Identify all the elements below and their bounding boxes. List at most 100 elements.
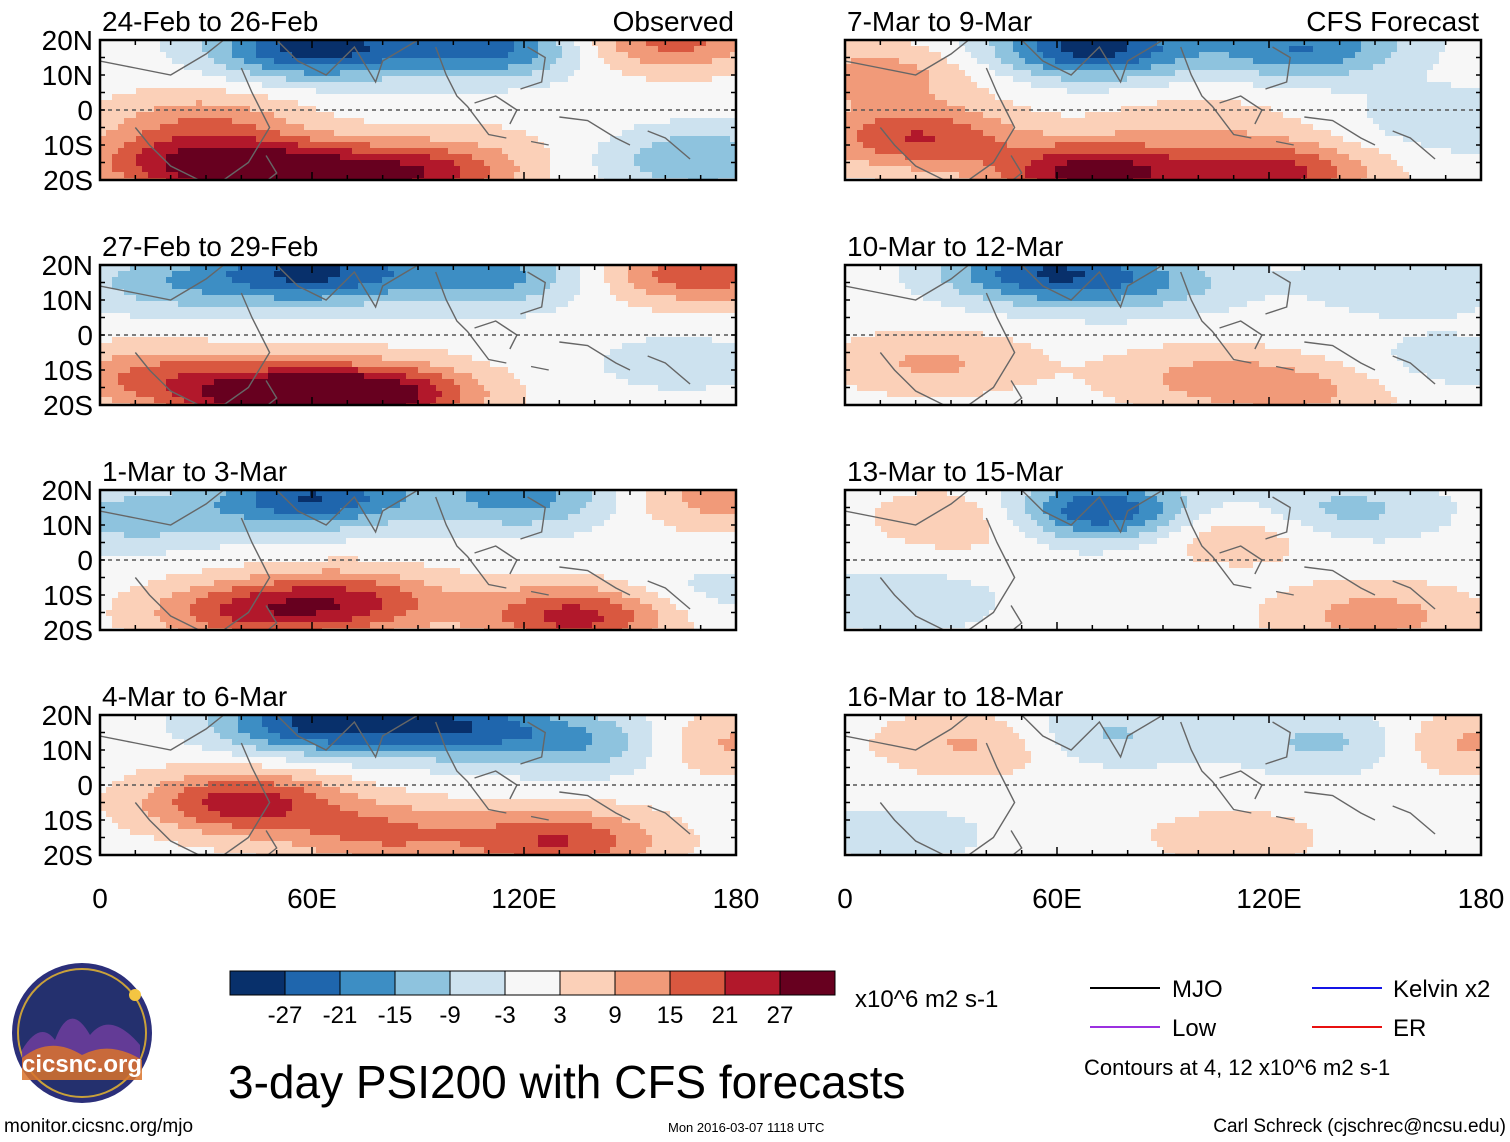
- heat-cell: [989, 148, 996, 155]
- heat-cell: [724, 52, 731, 59]
- heat-cell: [124, 130, 131, 137]
- heat-cell: [1283, 154, 1290, 161]
- heat-cell: [328, 154, 335, 161]
- heat-cell: [1403, 142, 1410, 149]
- heat-cell: [1217, 154, 1224, 161]
- heat-cell: [562, 112, 569, 119]
- heat-cell: [706, 118, 713, 125]
- heat-cell: [496, 142, 503, 149]
- heat-cell: [280, 58, 287, 65]
- heat-cell: [268, 70, 275, 77]
- heat-cell: [340, 82, 347, 89]
- heat-cell: [1109, 88, 1116, 95]
- heat-cell: [400, 82, 407, 89]
- heat-cell: [538, 172, 545, 179]
- heat-cell: [430, 52, 437, 59]
- heat-cell: [1067, 52, 1074, 59]
- heat-cell: [953, 106, 960, 113]
- heat-cell: [995, 100, 1002, 107]
- heat-cell: [1001, 160, 1008, 167]
- heat-cell: [484, 52, 491, 59]
- heat-cell: [406, 160, 413, 167]
- heat-cell: [172, 58, 179, 65]
- heat-cell: [1313, 40, 1320, 47]
- heat-cell: [706, 52, 713, 59]
- heat-cell: [1259, 94, 1266, 101]
- heat-cell: [646, 100, 653, 107]
- heat-cell: [142, 172, 149, 179]
- heat-cell: [875, 82, 882, 89]
- heat-cell: [658, 136, 665, 143]
- heat-cell: [316, 46, 323, 53]
- heat-cell: [298, 76, 305, 83]
- heat-cell: [100, 118, 107, 125]
- heat-cell: [616, 58, 623, 65]
- heat-cell: [400, 130, 407, 137]
- heat-cell: [1013, 94, 1020, 101]
- heat-cell: [430, 88, 437, 95]
- heat-cell: [166, 58, 173, 65]
- heat-cell: [1319, 142, 1326, 149]
- heat-cell: [923, 64, 930, 71]
- heat-cell: [1079, 94, 1086, 101]
- heat-cell: [208, 94, 215, 101]
- heat-cell: [574, 154, 581, 161]
- heat-cell: [1175, 112, 1182, 119]
- heat-cell: [1427, 40, 1434, 47]
- heat-cell: [1049, 88, 1056, 95]
- heat-cell: [929, 112, 936, 119]
- heat-cell: [1463, 106, 1470, 113]
- heat-cell: [694, 88, 701, 95]
- heat-cell: [334, 94, 341, 101]
- heat-cell: [442, 112, 449, 119]
- heat-cell: [598, 142, 605, 149]
- heat-cell: [556, 118, 563, 125]
- heat-cell: [1001, 88, 1008, 95]
- heat-cell: [658, 148, 665, 155]
- heat-cell: [1445, 52, 1452, 59]
- heat-cell: [1289, 94, 1296, 101]
- heat-cell: [238, 52, 245, 59]
- heat-cell: [424, 106, 431, 113]
- heat-cell: [1175, 130, 1182, 137]
- heat-cell: [316, 148, 323, 155]
- heat-cell: [1271, 136, 1278, 143]
- heat-cell: [1073, 160, 1080, 167]
- heat-cell: [670, 46, 677, 53]
- heat-cell: [1361, 142, 1368, 149]
- heat-cell: [514, 100, 521, 107]
- heat-cell: [1439, 130, 1446, 137]
- heat-cell: [1139, 112, 1146, 119]
- heat-cell: [124, 124, 131, 131]
- heat-cell: [454, 154, 461, 161]
- heat-cell: [983, 100, 990, 107]
- heat-cell: [664, 106, 671, 113]
- heat-cell: [1013, 82, 1020, 89]
- heat-cell: [1259, 40, 1266, 47]
- heat-cell: [148, 76, 155, 83]
- heat-cell: [538, 154, 545, 161]
- heat-cell: [1217, 106, 1224, 113]
- heat-cell: [436, 148, 443, 155]
- heat-cell: [1205, 112, 1212, 119]
- heat-cell: [400, 88, 407, 95]
- heat-cell: [875, 58, 882, 65]
- heat-cell: [574, 52, 581, 59]
- heat-cell: [1037, 130, 1044, 137]
- heat-cell: [430, 82, 437, 89]
- heat-cell: [568, 40, 575, 47]
- heat-cell: [106, 160, 113, 167]
- heat-cell: [526, 40, 533, 47]
- heat-cell: [568, 172, 575, 179]
- heat-cell: [262, 76, 269, 83]
- heat-cell: [1409, 64, 1416, 71]
- heat-cell: [310, 148, 317, 155]
- heat-cell: [1415, 46, 1422, 53]
- heat-cell: [1403, 148, 1410, 155]
- heat-cell: [1319, 100, 1326, 107]
- heat-cell: [112, 148, 119, 155]
- heat-cell: [658, 70, 665, 77]
- heat-cell: [1427, 166, 1434, 173]
- heat-cell: [718, 172, 725, 179]
- heat-cell: [977, 76, 984, 83]
